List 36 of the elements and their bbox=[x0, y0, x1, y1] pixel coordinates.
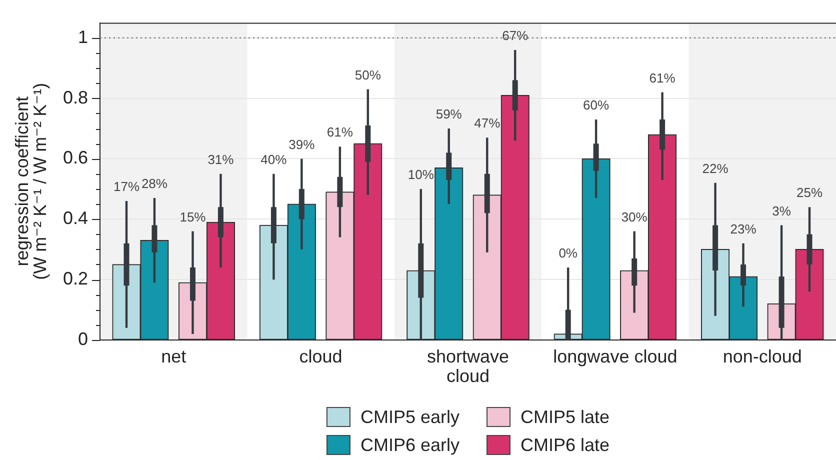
annotation: 67% bbox=[502, 28, 529, 44]
annotation: 17% bbox=[113, 179, 140, 194]
y-axis-title: regression coefficient (W m⁻² K⁻¹ / W m⁻² K⁻¹) bbox=[12, 82, 50, 280]
x-tick-label: cloud bbox=[299, 346, 342, 367]
y-tick-label: 0 bbox=[78, 328, 88, 349]
annotation: 59% bbox=[436, 106, 462, 122]
y-tick-label: 0.6 bbox=[62, 148, 88, 168]
x-tick-label: net bbox=[161, 346, 186, 367]
annotation: 31% bbox=[208, 152, 234, 167]
annotation: 61% bbox=[649, 70, 676, 86]
y-tick-label: 0.2 bbox=[62, 268, 88, 289]
annotation: 30% bbox=[621, 209, 648, 224]
legend-label: CMIP5 late bbox=[520, 406, 610, 427]
annotation: 22% bbox=[702, 160, 729, 176]
legend-label: CMIP6 late bbox=[520, 434, 610, 455]
annotation: 15% bbox=[180, 209, 206, 224]
legend-label: CMIP5 early bbox=[360, 406, 460, 427]
annotation: 3% bbox=[772, 203, 792, 218]
legend-label: CMIP6 early bbox=[360, 434, 460, 455]
annotation: 40% bbox=[260, 152, 288, 167]
y-tick-label: 0.8 bbox=[62, 87, 88, 108]
annotation: 10% bbox=[408, 167, 434, 182]
annotation: 25% bbox=[796, 185, 823, 200]
y-tick-label: 1 bbox=[78, 26, 88, 47]
annotation: 60% bbox=[583, 98, 610, 113]
x-tick-label: longwave cloud bbox=[553, 346, 678, 367]
annotation: 50% bbox=[354, 67, 382, 82]
annotation: 47% bbox=[474, 116, 501, 131]
x-tick-label: shortwave cloud bbox=[426, 346, 510, 386]
annotation: 61% bbox=[326, 124, 354, 140]
annotation: 0% bbox=[558, 246, 578, 261]
annotation: 23% bbox=[730, 221, 757, 236]
annotation: 28% bbox=[141, 176, 168, 192]
annotation: 39% bbox=[288, 136, 316, 152]
y-tick-label: 0.4 bbox=[62, 208, 88, 228]
x-tick-label: non-cloud bbox=[722, 346, 802, 367]
